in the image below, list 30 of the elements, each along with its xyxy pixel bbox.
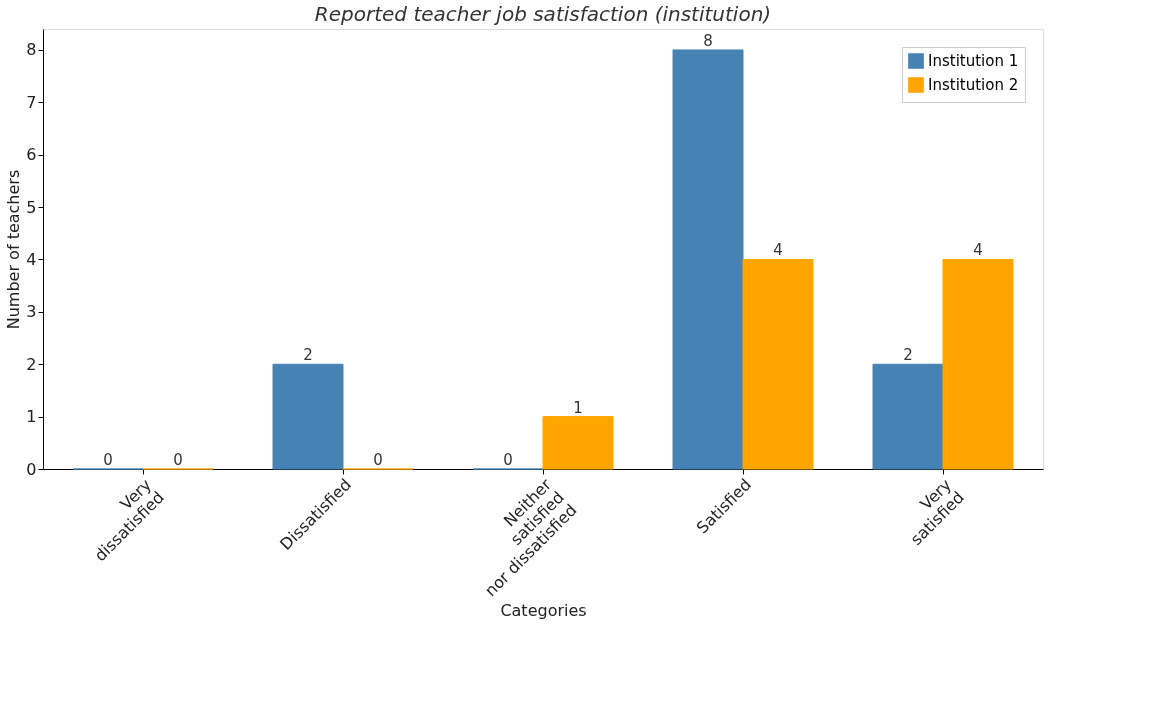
y-tick-label: 4 [26,249,37,269]
data-label: 8 [703,31,713,50]
y-tick-label: 1 [26,407,37,427]
data-label: 0 [173,451,183,469]
legend-label: Institution 2 [928,76,1019,94]
bar [672,49,744,470]
bar [942,258,1014,470]
bar [742,258,814,470]
data-label: 0 [503,451,513,469]
y-tick-label: 5 [26,197,37,217]
data-label: 2 [303,346,313,365]
data-label: 4 [773,241,783,260]
bar [542,416,614,470]
y-tick-label: 0 [26,459,37,479]
data-label: 1 [573,398,583,417]
bar [272,363,344,470]
data-label: 0 [373,451,383,469]
bar [872,363,944,470]
legend-label: Institution 1 [928,52,1019,70]
y-axis-title: Number of teachers [4,169,24,330]
chart-title: Reported teacher job satisfaction (institution) [314,2,772,26]
y-tick-label: 8 [26,40,37,60]
y-tick-label: 7 [26,92,37,112]
data-label: 0 [103,451,113,469]
y-tick-label: 3 [26,302,37,322]
data-label: 2 [903,346,913,365]
data-label: 4 [973,241,983,260]
y-tick-label: 6 [26,145,37,165]
y-tick-label: 2 [26,354,37,374]
x-axis-title: Categories [500,601,587,621]
